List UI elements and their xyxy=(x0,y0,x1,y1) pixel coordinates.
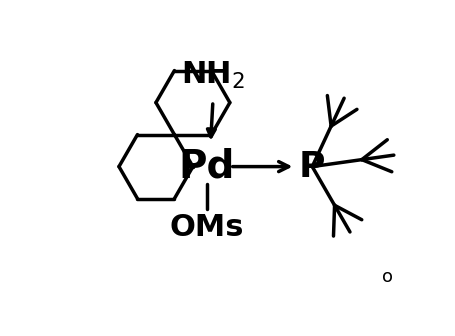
Text: OMs: OMs xyxy=(169,213,243,242)
Text: Pd: Pd xyxy=(178,148,234,185)
Text: o: o xyxy=(381,268,392,287)
Text: P: P xyxy=(298,150,325,183)
Text: NH$_2$: NH$_2$ xyxy=(181,60,244,91)
